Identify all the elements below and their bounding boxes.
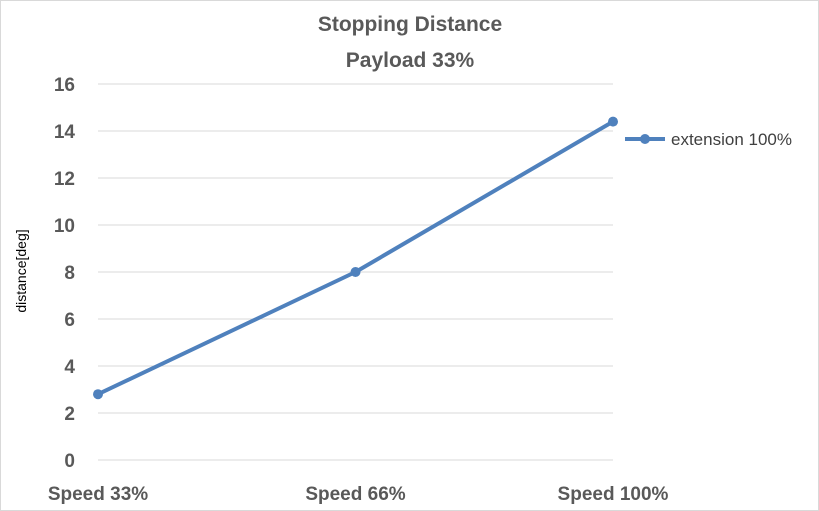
- x-tick-label: Speed 33%: [48, 484, 148, 505]
- y-tick-label: 16: [54, 75, 75, 96]
- data-point: [608, 116, 618, 127]
- x-tick-label: Speed 66%: [305, 484, 405, 505]
- chart-title: Stopping Distance: [318, 13, 502, 36]
- y-tick-label: 0: [64, 451, 75, 472]
- y-tick-label: 6: [64, 310, 75, 331]
- y-tick-label: 4: [64, 357, 75, 378]
- y-tick-label: 12: [54, 169, 75, 190]
- x-tick-label: Speed 100%: [558, 484, 669, 505]
- data-point: [93, 389, 103, 400]
- y-axis-label: distance[deg]: [13, 229, 29, 312]
- y-tick-label: 2: [64, 404, 75, 425]
- y-tick-label: 10: [54, 216, 75, 237]
- series-line: [96, 119, 615, 397]
- legend-label: extension 100%: [671, 130, 792, 149]
- data-point: [350, 267, 361, 277]
- x-axis-ticks: Speed 33% Speed 66% Speed 100%: [48, 484, 669, 505]
- chart-subtitle: Payload 33%: [346, 49, 475, 72]
- y-tick-label: 14: [54, 122, 76, 143]
- legend[interactable]: extension 100%: [625, 130, 792, 149]
- series-layer: [93, 116, 618, 400]
- y-tick-label: 8: [64, 263, 75, 284]
- legend-marker: [640, 134, 650, 144]
- y-axis-ticks: 0 2 4 6 8 10 12 14 16: [54, 75, 76, 472]
